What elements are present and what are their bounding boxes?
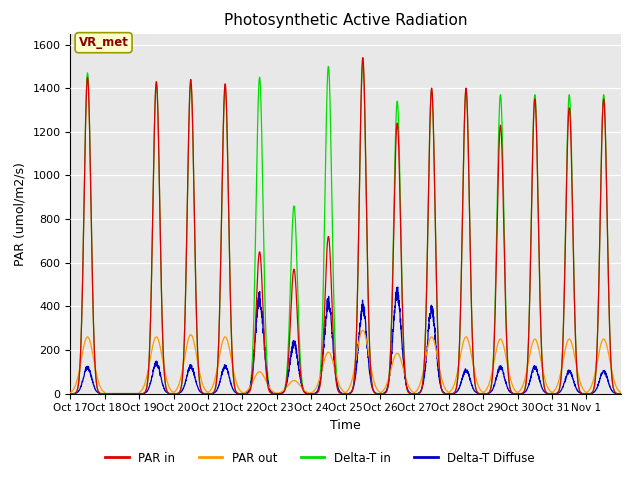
Title: Photosynthetic Active Radiation: Photosynthetic Active Radiation [224, 13, 467, 28]
Y-axis label: PAR (umol/m2/s): PAR (umol/m2/s) [14, 162, 27, 265]
Legend: PAR in, PAR out, Delta-T in, Delta-T Diffuse: PAR in, PAR out, Delta-T in, Delta-T Dif… [100, 447, 540, 469]
X-axis label: Time: Time [330, 419, 361, 432]
Text: VR_met: VR_met [79, 36, 129, 49]
